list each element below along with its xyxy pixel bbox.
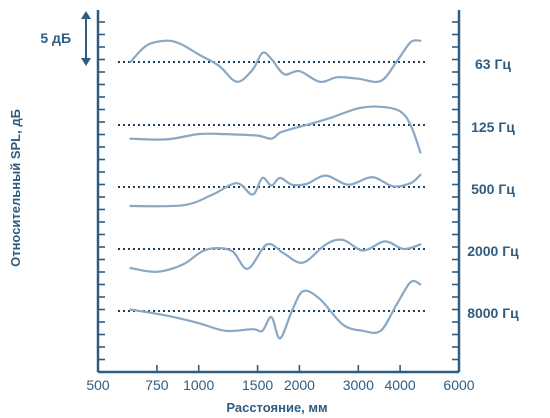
series-line bbox=[129, 105, 422, 154]
x-ticks: 500 750 1000 1500 2000 3000 4000 6000 bbox=[86, 365, 475, 393]
x-tick-label: 750 bbox=[145, 377, 169, 393]
x-tick-label: 6000 bbox=[443, 377, 474, 393]
series-curves bbox=[129, 39, 422, 340]
y-axis-label: Относительный SPL, дБ bbox=[8, 109, 23, 267]
series-labels: 63 Гц 125 Гц 500 Гц 2000 Гц 8000 Гц bbox=[467, 56, 519, 321]
scale-bar bbox=[81, 11, 91, 66]
series-label: 500 Гц bbox=[471, 181, 515, 197]
series-label: 63 Гц bbox=[475, 56, 511, 72]
x-tick-label: 4000 bbox=[385, 377, 416, 393]
x-tick-label: 1000 bbox=[183, 377, 214, 393]
x-tick-label: 2000 bbox=[284, 377, 315, 393]
x-tick-label: 500 bbox=[86, 377, 110, 393]
scale-label: 5 дБ bbox=[40, 30, 71, 46]
scale-arrow-up bbox=[81, 11, 91, 19]
chart-frame bbox=[96, 10, 461, 374]
series-label: 2000 Гц bbox=[467, 243, 519, 259]
series-line bbox=[129, 279, 422, 340]
x-tick-label: 3000 bbox=[343, 377, 374, 393]
series-line bbox=[129, 39, 422, 84]
x-axis-label: Расстояние, мм bbox=[226, 400, 327, 415]
reference-lines bbox=[118, 61, 426, 312]
scale-arrow-down bbox=[81, 58, 91, 66]
series-label: 8000 Гц bbox=[467, 305, 519, 321]
series-line bbox=[129, 238, 422, 273]
series-label: 125 Гц bbox=[471, 119, 515, 135]
x-tick-label: 1500 bbox=[242, 377, 273, 393]
series-line bbox=[129, 173, 422, 208]
